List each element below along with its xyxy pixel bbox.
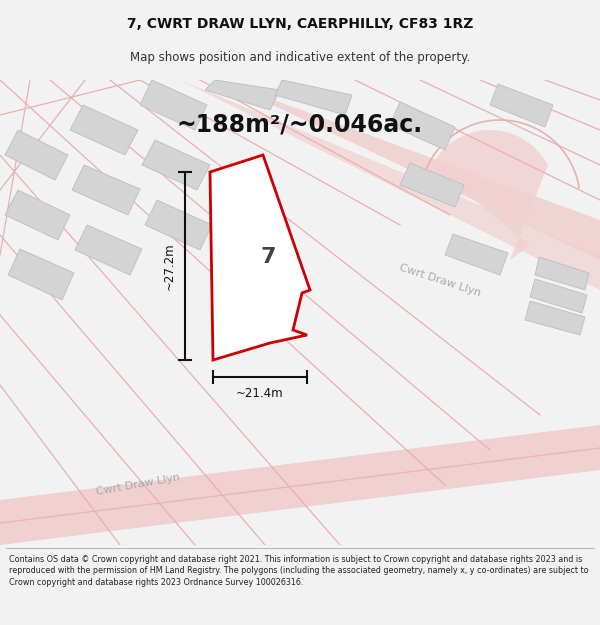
Polygon shape	[72, 165, 140, 215]
Polygon shape	[220, 80, 600, 260]
Polygon shape	[75, 225, 142, 275]
Polygon shape	[275, 80, 352, 115]
Polygon shape	[400, 163, 464, 207]
Text: 7, CWRT DRAW LLYN, CAERPHILLY, CF83 1RZ: 7, CWRT DRAW LLYN, CAERPHILLY, CF83 1RZ	[127, 17, 473, 31]
Text: 7: 7	[260, 247, 276, 267]
Polygon shape	[5, 190, 70, 240]
Polygon shape	[180, 80, 600, 290]
Polygon shape	[490, 84, 553, 127]
Polygon shape	[142, 140, 210, 190]
Polygon shape	[525, 301, 585, 335]
Polygon shape	[140, 80, 207, 130]
Text: Contains OS data © Crown copyright and database right 2021. This information is : Contains OS data © Crown copyright and d…	[9, 554, 589, 588]
Polygon shape	[530, 279, 587, 313]
Text: ~27.2m: ~27.2m	[163, 242, 176, 290]
Polygon shape	[0, 425, 600, 545]
Text: ~188m²/~0.046ac.: ~188m²/~0.046ac.	[177, 113, 423, 137]
Polygon shape	[8, 249, 74, 300]
Text: Map shows position and indicative extent of the property.: Map shows position and indicative extent…	[130, 51, 470, 64]
Text: Cwrt Draw Llyn: Cwrt Draw Llyn	[95, 472, 181, 498]
Text: Cwrt Draw Llyn: Cwrt Draw Llyn	[398, 262, 482, 298]
Polygon shape	[5, 130, 68, 180]
Polygon shape	[145, 200, 212, 250]
Polygon shape	[70, 105, 138, 155]
Polygon shape	[445, 234, 508, 275]
Text: ~21.4m: ~21.4m	[236, 387, 284, 400]
Polygon shape	[210, 155, 310, 360]
Polygon shape	[432, 130, 548, 260]
Polygon shape	[535, 257, 589, 290]
Polygon shape	[205, 80, 280, 110]
Polygon shape	[390, 102, 455, 150]
